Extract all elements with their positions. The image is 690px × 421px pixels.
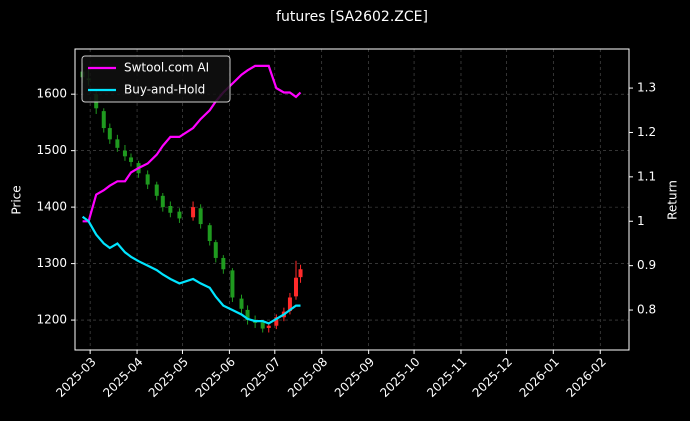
x-tick-label: 2025-04 [100,355,145,400]
y-tick-label: 1200 [36,313,67,327]
candle [145,170,150,190]
candle [221,255,226,274]
x-tick-label: 2026-02 [563,355,608,400]
x-tick-label: 2025-03 [53,355,98,400]
y2-tick-label: 0.8 [637,303,656,317]
candle [168,201,173,218]
x-tick-label: 2025-06 [193,355,238,400]
candle-body [154,184,159,196]
candle-body [191,207,196,218]
candle [129,153,134,167]
candle-body [168,205,173,213]
candle [154,181,159,201]
candle [198,204,203,229]
candle [239,294,244,314]
candle-body [115,139,120,148]
y-tick-label: 1300 [36,256,67,270]
legend-box [81,55,231,103]
candle [160,193,165,212]
y2-tick-label: 1.3 [637,81,656,95]
candle-body [122,150,127,157]
candle-body [213,242,218,258]
y2-tick-label: 1 [637,214,645,228]
candle-body [239,298,244,309]
candle-body [274,317,279,326]
candle [107,123,112,144]
candle-body [129,157,134,162]
candle-body [145,174,150,185]
y2-tick-label: 1.2 [637,125,656,139]
candle-body [107,128,112,140]
candle [115,134,120,152]
candle-body [245,309,250,321]
x-tick-label: 2025-09 [332,355,377,400]
candle [213,239,218,263]
y-tick-label: 1600 [36,87,67,101]
candle [293,260,298,300]
candle-body [287,297,292,312]
legend-label: Buy-and-Hold [124,83,205,97]
candle-body [221,257,226,270]
x-tick-label: 2025-11 [424,355,469,400]
series-line [81,215,301,325]
candle-body [101,111,106,129]
candle [101,108,106,133]
y-axis-label: Price [10,185,24,214]
x-tick-label: 2025-10 [377,355,422,400]
candle-body [298,269,303,278]
chart-title: futures [SA2602.ZCE] [276,9,428,25]
x-tick-label: 2026-01 [517,355,562,400]
candle [245,305,250,325]
x-tick-label: 2025-05 [146,355,191,400]
x-tick-label: 2025-08 [285,355,330,400]
x-tick-label: 2025-07 [238,355,283,400]
y-tick-label: 1500 [36,143,67,157]
candle [122,145,127,161]
series-line [82,64,302,223]
y2-tick-label: 0.9 [637,258,656,272]
legend: Swtool.com AI Buy-and-Hold [81,55,231,103]
candle [207,222,212,246]
candle [230,268,235,302]
candle-body [266,325,271,328]
candle [274,314,279,330]
candle-body [160,195,165,208]
candle-body [198,208,203,225]
plot-frame [74,48,630,351]
y2-tick-label: 1.1 [637,169,656,183]
candle [191,201,196,221]
x-tick-label: 2025-12 [470,355,515,400]
candle [177,208,182,223]
candle-body [207,225,212,242]
candle-body [230,270,235,298]
legend-label: Swtool.com AI [124,61,209,75]
candle [298,264,303,283]
y-tick-label: 1400 [36,200,67,214]
candle-body [260,322,265,329]
candle-body [293,277,298,297]
y2-axis-label: Return [666,180,680,220]
candle-body [177,211,182,219]
